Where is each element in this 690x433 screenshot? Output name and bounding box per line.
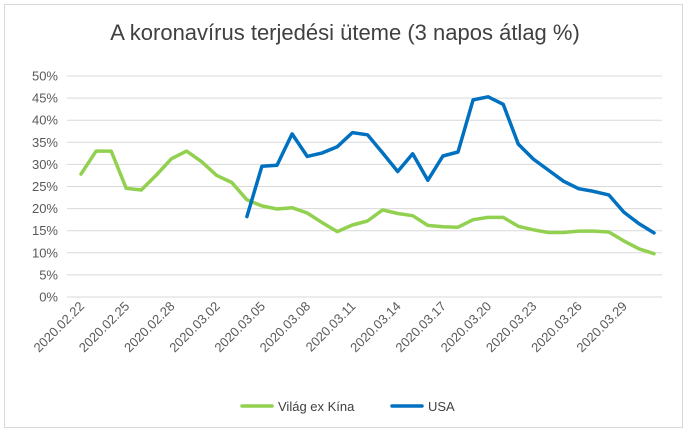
y-tick-label: 25% <box>32 179 58 194</box>
series-line <box>245 95 656 235</box>
y-tick-label: 30% <box>32 157 58 172</box>
y-tick-label: 15% <box>32 223 58 238</box>
y-tick-label: 45% <box>32 91 58 106</box>
y-tick-label: 5% <box>39 267 58 282</box>
legend: Világ ex Kína USA <box>240 399 455 414</box>
chart-title: A koronavírus terjedési üteme (3 napos á… <box>110 20 580 45</box>
chart-frame <box>4 4 683 428</box>
y-tick-label: 40% <box>32 113 58 128</box>
y-axis-ticks: 0% 5% 10% 15% 20% 25% 30% 35% 40% 45% 50% <box>32 69 58 305</box>
y-tick-label: 10% <box>32 245 58 260</box>
series-lines <box>79 95 656 256</box>
y-tick-label: 35% <box>32 135 58 150</box>
y-tick-label: 0% <box>39 290 58 305</box>
y-tick-label: 50% <box>32 69 58 84</box>
legend-label: Világ ex Kína <box>278 399 355 414</box>
legend-label: USA <box>428 399 455 414</box>
y-tick-label: 20% <box>32 201 58 216</box>
series-line <box>79 149 656 256</box>
x-axis-ticks: 2020.02.222020.02.252020.02.282020.03.02… <box>30 299 629 356</box>
